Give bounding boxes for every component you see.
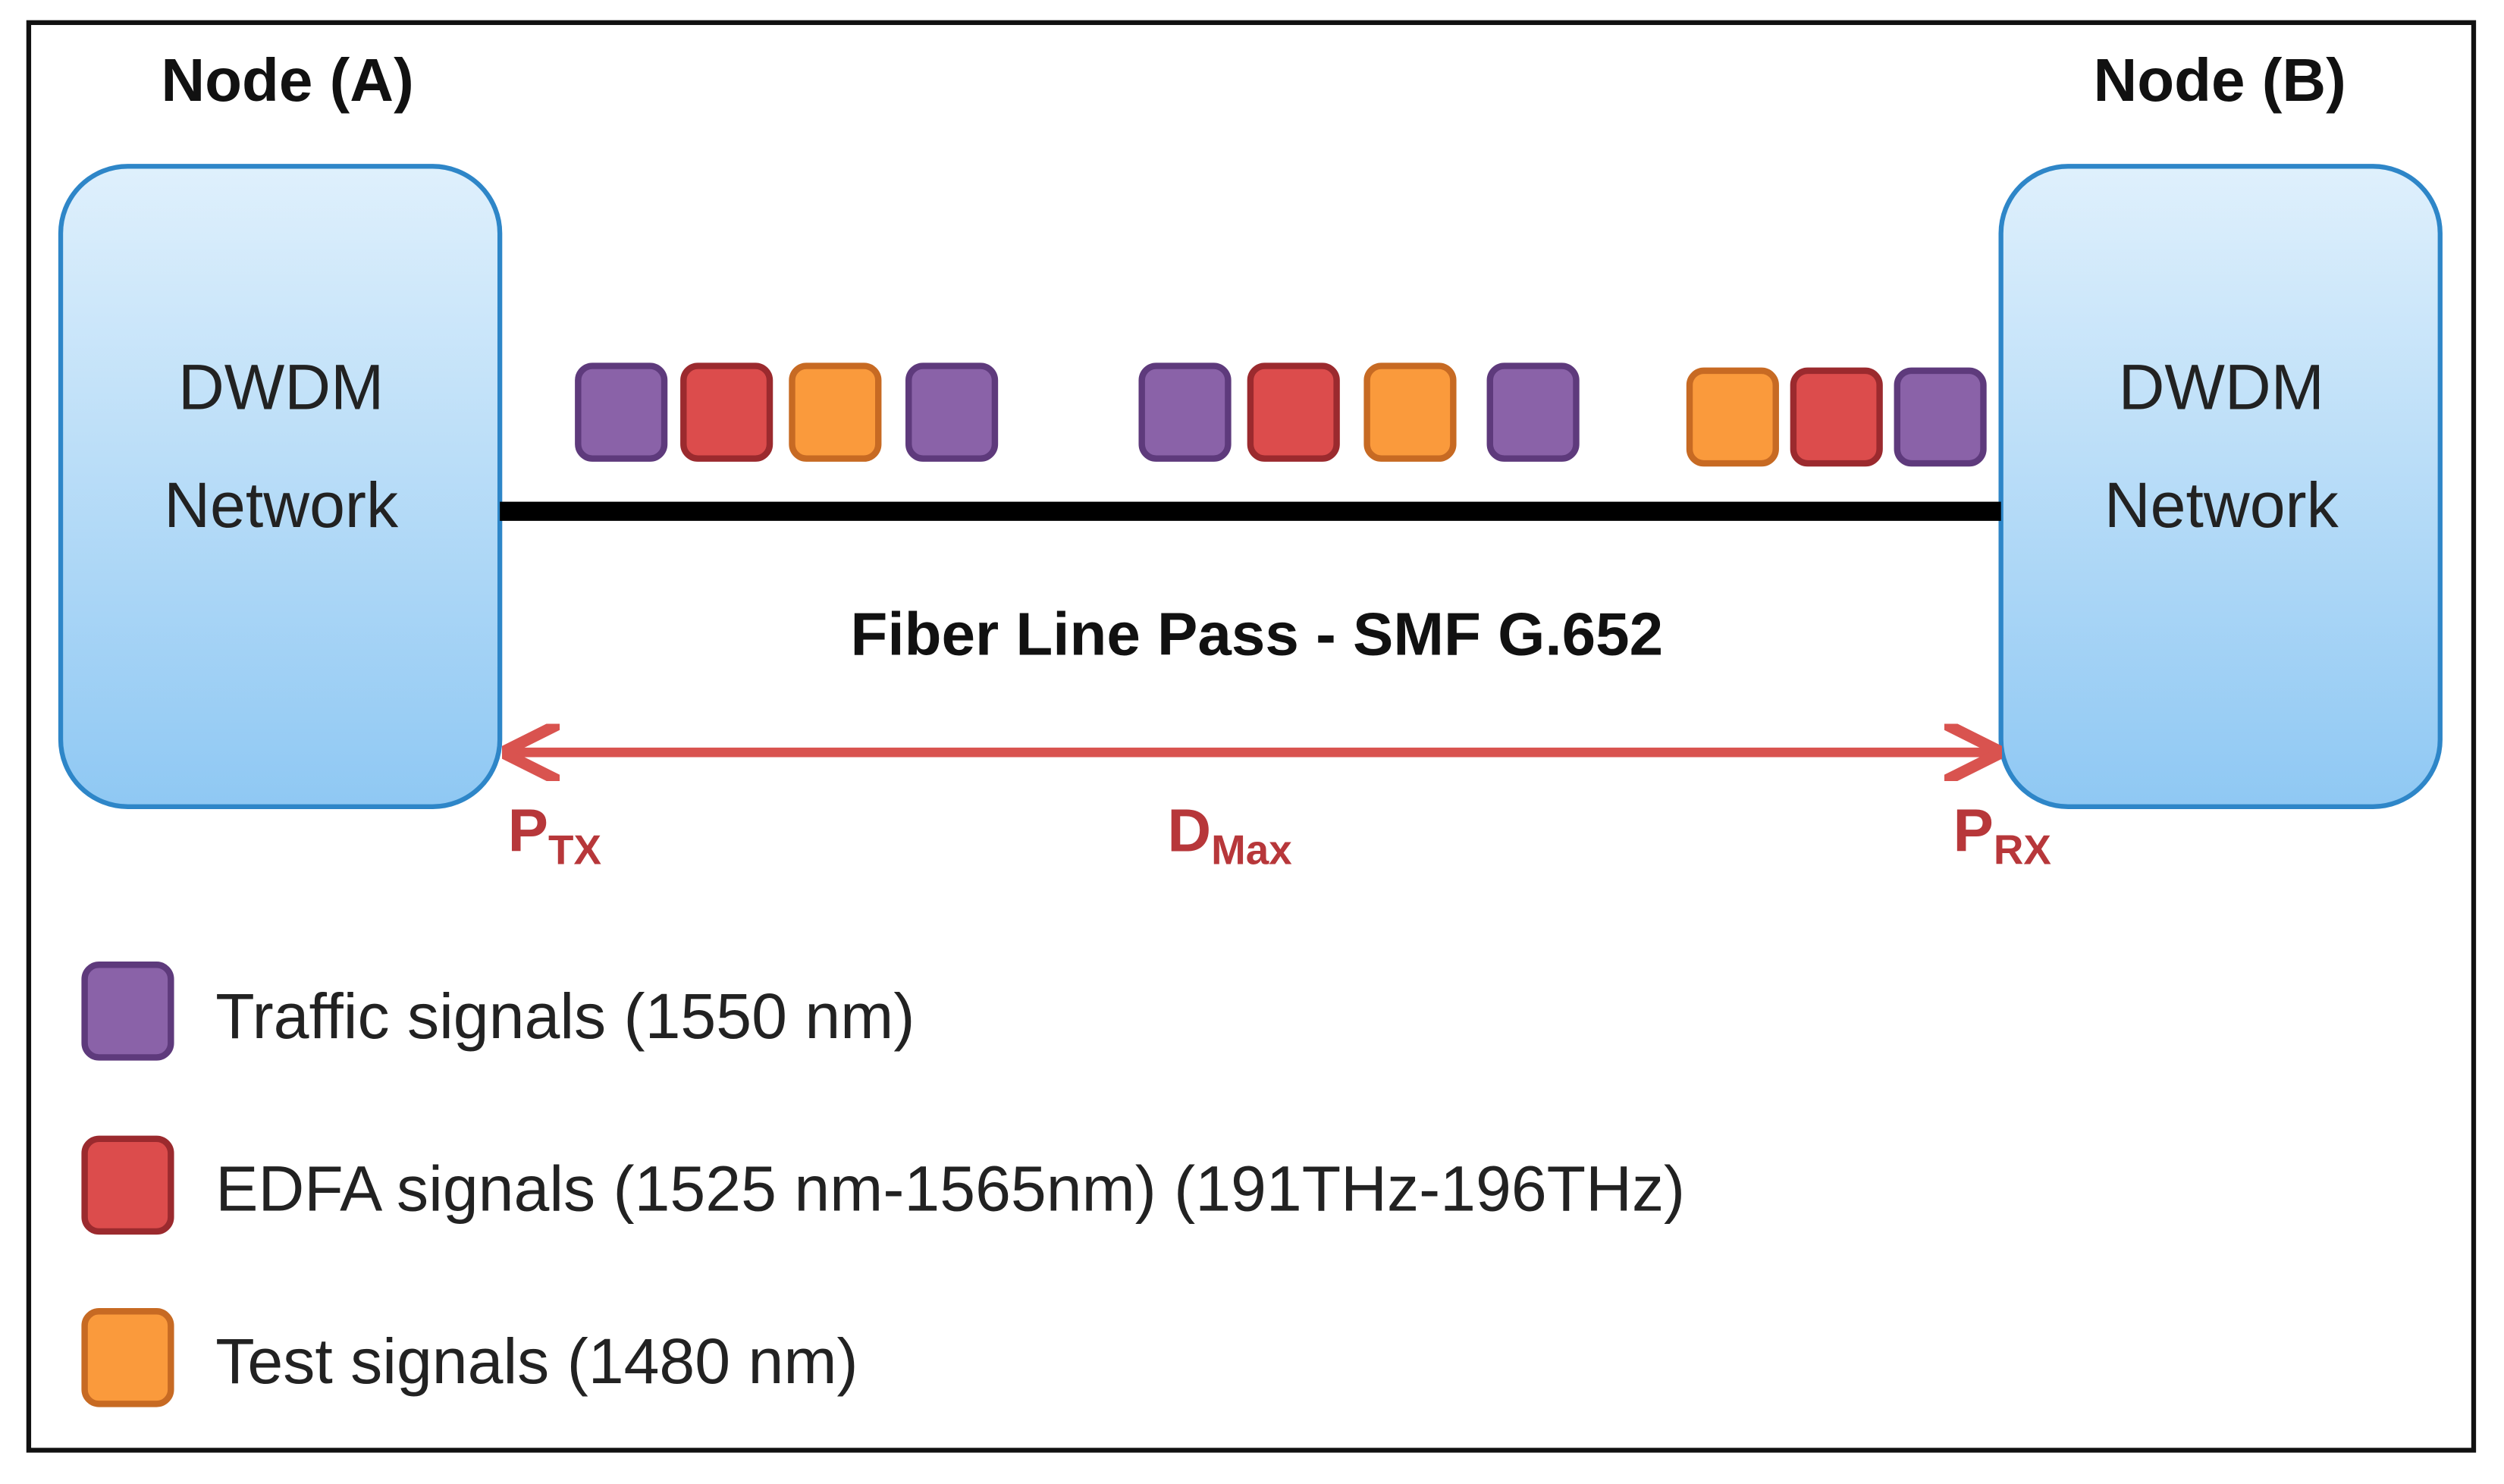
node-label: DWDM xyxy=(2119,351,2324,422)
legend-label: Test signals (1480 nm) xyxy=(215,1326,858,1397)
marker-sub: TX xyxy=(548,827,601,874)
node-label: Network xyxy=(2104,469,2339,541)
node-box xyxy=(58,164,503,809)
marker-label: PTX xyxy=(508,797,602,874)
node-label: DWDM xyxy=(178,351,384,422)
legend-swatch xyxy=(81,1308,174,1407)
marker-label: PRX xyxy=(1953,797,2051,874)
marker-main: P xyxy=(1953,797,1993,864)
node-label: Network xyxy=(164,469,399,541)
legend-swatch xyxy=(81,1135,174,1235)
link-label: Fiber Line Pass - SMF G.652 xyxy=(850,601,1663,668)
marker-sub: RX xyxy=(1994,827,2052,874)
marker-label: DMax xyxy=(1167,797,1292,874)
node-title: Node (B) xyxy=(2093,46,2346,114)
marker-sub: Max xyxy=(1211,827,1292,874)
node-title: Node (A) xyxy=(161,46,413,114)
legend-label: Traffic signals (1550 nm) xyxy=(215,980,915,1052)
legend-swatch xyxy=(81,962,174,1061)
legend-label: EDFA signals (1525 nm-1565nm) (191THz-19… xyxy=(215,1153,1685,1225)
marker-main: P xyxy=(508,797,548,864)
marker-main: D xyxy=(1167,797,1211,864)
signals xyxy=(575,362,1987,467)
node-box xyxy=(1998,164,2443,809)
